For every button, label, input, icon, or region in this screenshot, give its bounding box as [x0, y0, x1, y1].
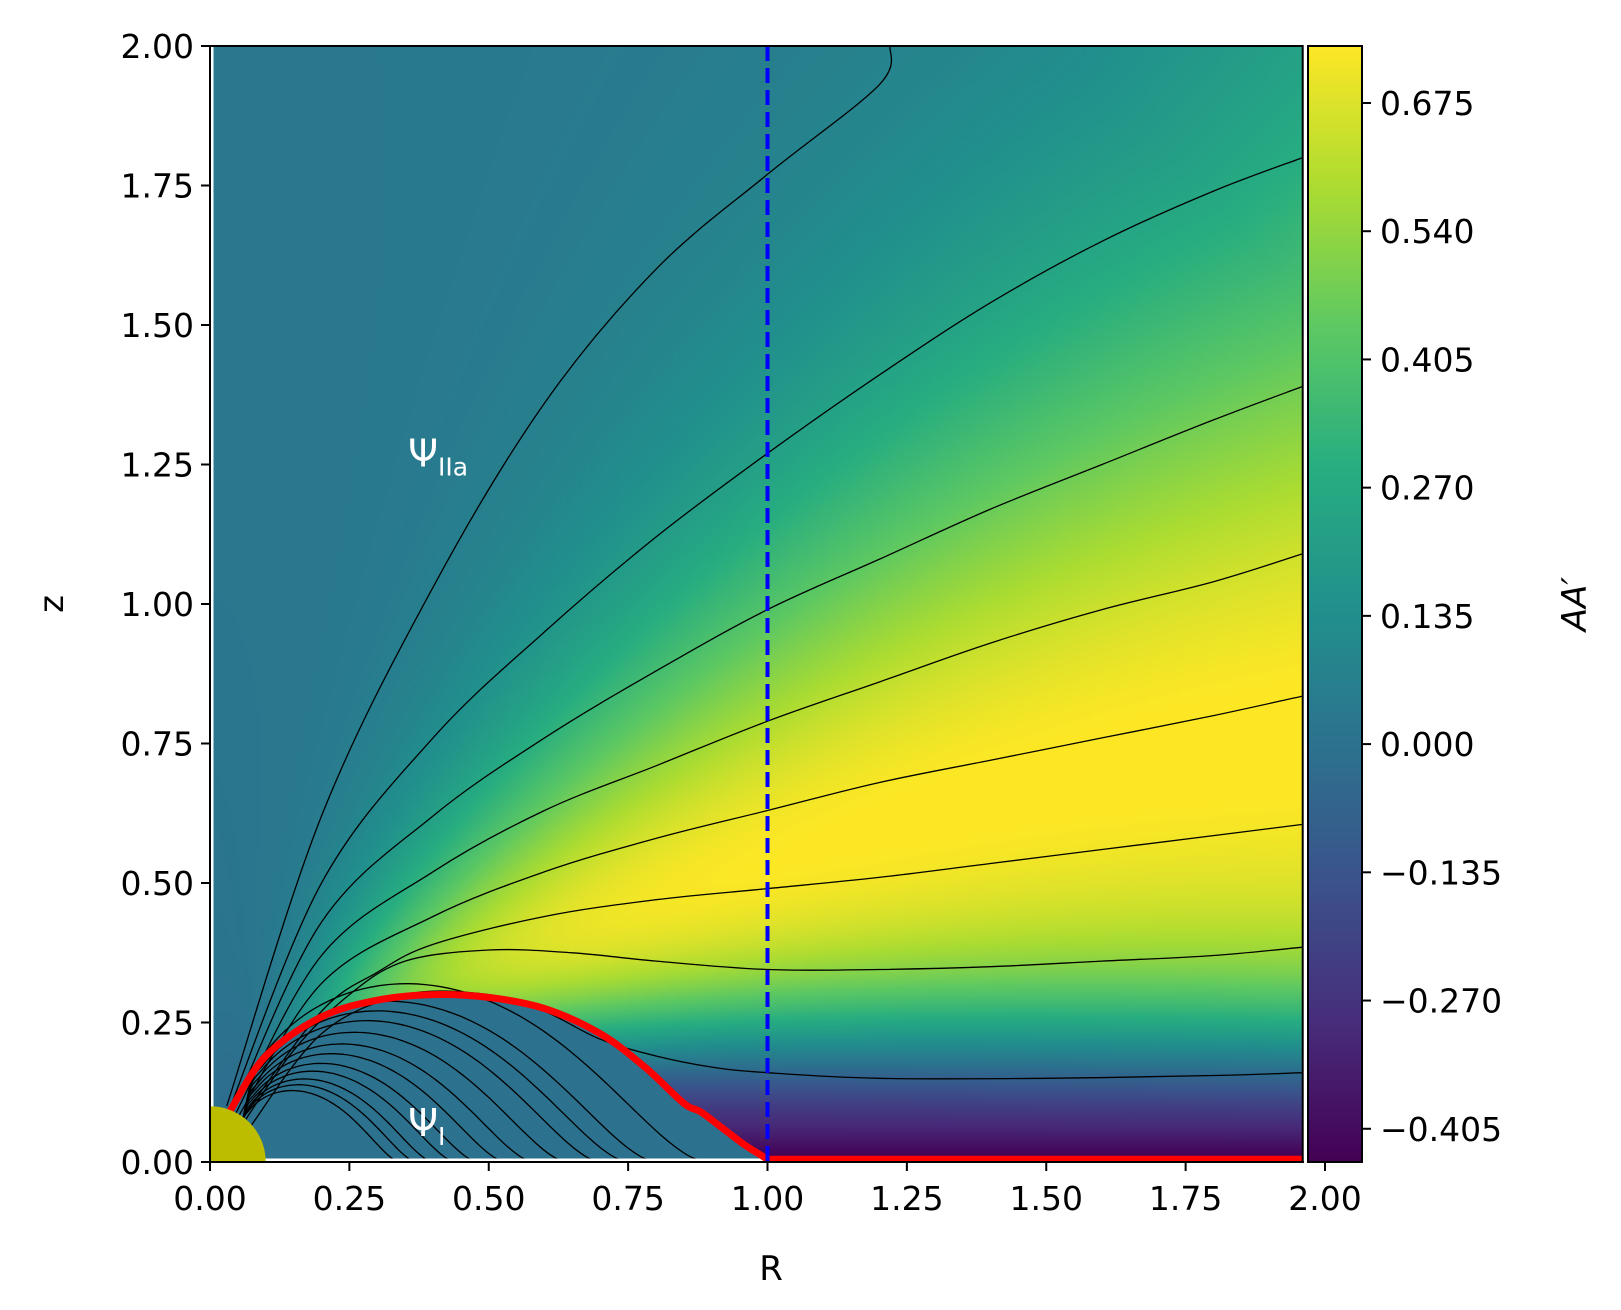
axes: 0.00 0.25 0.50 0.75 1.00 1.25 1.50 1.75 2.00 0.00…: [121, 27, 1362, 1218]
colorbar-gradient: [1307, 45, 1363, 1163]
closed-field-line: [237, 1053, 506, 1162]
open-field-line: [226, 46, 893, 1107]
x-tick-label: 1.50: [1010, 1179, 1083, 1218]
star-group: [210, 1106, 266, 1162]
open-field-line: [240, 823, 1303, 1121]
open-field-line: [234, 553, 1303, 1115]
open-field-line: [228, 156, 1303, 1110]
x-tick-label: 1.25: [870, 1179, 943, 1218]
x-tick-label: 0.00: [173, 1179, 246, 1218]
x-tick-label: 0.50: [452, 1179, 525, 1218]
y-axis-label: z: [32, 595, 72, 613]
colorbar-label: AA′: [1555, 577, 1595, 634]
closed-field-line: [237, 1078, 434, 1162]
star: [210, 1106, 266, 1162]
y-tick-label: 0.75: [121, 725, 194, 764]
colorbar-tick-label: −0.405: [1380, 1110, 1502, 1149]
x-tick-label: 0.25: [313, 1179, 386, 1218]
x-tick-label: 1.75: [1149, 1179, 1222, 1218]
plot-area: ΨIIa ΨI 0.00 0.25 0.50 0.75 1.00 1.25 1.50 1.75 2…: [121, 27, 1362, 1218]
closed-field-region: [210, 994, 768, 1162]
open-field-line: [231, 385, 1303, 1113]
separatrix: [226, 990, 1303, 1163]
region-label: ΨI: [408, 1101, 445, 1151]
x-tick-label: 2.00: [1288, 1179, 1361, 1218]
colorbar-tick-label: 0.675: [1380, 84, 1474, 123]
annotations: ΨIIa ΨI: [408, 431, 468, 1151]
closed-field-line: [237, 1089, 400, 1162]
colorbar-ticks: −0.405 −0.270 −0.135 0.000 0.135 0.270 0.405 0.…: [1362, 84, 1502, 1149]
colorbar-tick-label: −0.270: [1380, 982, 1502, 1021]
y-tick-label: 0.25: [121, 1004, 194, 1043]
open-field-line: [237, 695, 1303, 1118]
colorbar-tick-label: 0.540: [1380, 212, 1474, 251]
y-tick-label: 0.50: [121, 864, 194, 903]
x-tick-label: 0.75: [591, 1179, 664, 1218]
field-lines: [210, 46, 1303, 1162]
x-axis-label: R: [759, 1249, 783, 1289]
colorbar-tick-label: 0.405: [1380, 340, 1474, 379]
closed-field-line: [237, 1084, 417, 1162]
colorbar-tick-label: −0.135: [1380, 853, 1502, 892]
y-tick-label: 1.50: [121, 306, 194, 345]
separatrix-line: [226, 990, 1303, 1163]
colorbar: −0.405 −0.270 −0.135 0.000 0.135 0.270 0.405 0.…: [1307, 45, 1595, 1163]
y-tick-label: 0.00: [121, 1143, 194, 1182]
colorbar-tick-label: 0.135: [1380, 597, 1474, 636]
colorbar-tick-label: 0.000: [1380, 725, 1474, 764]
open-field-line: [242, 946, 1303, 1124]
heatmap-image: [210, 46, 1303, 1162]
y-tick-label: 1.00: [121, 585, 194, 624]
region-label: ΨIIa: [408, 431, 468, 481]
y-tick-label: 1.75: [121, 167, 194, 206]
y-tick-label: 2.00: [121, 27, 194, 66]
colorbar-tick-label: 0.270: [1380, 469, 1474, 508]
closed-field-line: [237, 1019, 601, 1162]
closed-field-line: [237, 1070, 456, 1162]
y-tick-label: 1.25: [121, 446, 194, 485]
closed-field-line: [237, 1062, 478, 1162]
closed-region-fill: [210, 994, 768, 1162]
x-tick-label: 1.00: [731, 1179, 804, 1218]
